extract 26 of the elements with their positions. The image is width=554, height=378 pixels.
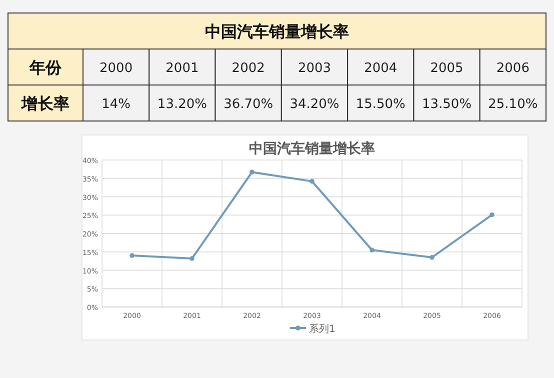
chart-title: 中国汽车销量增长率	[249, 140, 375, 157]
text: 年份	[28, 58, 62, 77]
data-label: 36.70%	[224, 97, 274, 112]
point	[490, 212, 494, 218]
point	[370, 248, 374, 252]
data-label: 15.50%	[356, 97, 406, 112]
category-label: 2001	[166, 61, 199, 76]
data-label: 13.20%	[157, 97, 208, 112]
point	[430, 255, 434, 260]
category-label: 2003	[298, 61, 332, 76]
data-label: 14%	[102, 97, 131, 112]
data-label: 13.50%	[422, 97, 472, 112]
text: 增长率	[20, 94, 70, 113]
category-label: 2005	[430, 61, 464, 76]
data-label: 25.10%	[488, 97, 538, 112]
category-label: 2004	[364, 61, 398, 76]
text: 中国汽车销量增长率	[205, 22, 349, 41]
point	[250, 170, 254, 175]
category-label: 2002	[232, 61, 265, 76]
legend-label: 系列1	[309, 323, 336, 335]
category-label: 2006	[496, 61, 530, 76]
point	[310, 178, 314, 184]
category-label: 2000	[100, 61, 133, 76]
point	[130, 253, 134, 258]
point	[190, 256, 194, 261]
data-label: 34.20%	[290, 97, 340, 112]
